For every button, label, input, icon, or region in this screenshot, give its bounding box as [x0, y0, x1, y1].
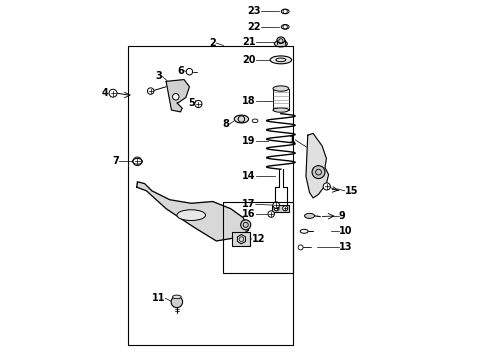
Ellipse shape — [273, 108, 289, 112]
Text: 4: 4 — [101, 88, 108, 98]
Ellipse shape — [270, 56, 292, 64]
Text: 6: 6 — [177, 66, 184, 76]
Text: 16: 16 — [242, 209, 256, 219]
Text: 8: 8 — [222, 120, 229, 129]
Text: 22: 22 — [247, 22, 261, 32]
Circle shape — [186, 68, 193, 75]
Polygon shape — [166, 80, 190, 112]
Circle shape — [109, 89, 117, 97]
Circle shape — [274, 206, 279, 211]
Circle shape — [195, 100, 202, 108]
Bar — [232, 232, 250, 246]
Ellipse shape — [277, 37, 285, 43]
Text: 3: 3 — [155, 71, 162, 81]
Ellipse shape — [172, 295, 181, 299]
Ellipse shape — [304, 213, 315, 219]
Circle shape — [172, 94, 179, 100]
Circle shape — [171, 296, 183, 308]
Circle shape — [133, 157, 142, 166]
Text: 19: 19 — [242, 136, 256, 145]
Bar — [272, 205, 290, 212]
Text: 10: 10 — [339, 226, 352, 236]
Text: 1: 1 — [289, 135, 295, 145]
Ellipse shape — [234, 115, 248, 123]
Bar — [128, 45, 294, 345]
Text: 5: 5 — [188, 98, 195, 108]
Circle shape — [268, 211, 274, 217]
Text: 21: 21 — [242, 37, 256, 47]
Text: 23: 23 — [247, 6, 261, 17]
Ellipse shape — [273, 86, 289, 91]
Circle shape — [147, 88, 154, 94]
Text: 7: 7 — [112, 156, 119, 166]
Text: 13: 13 — [339, 242, 352, 252]
Polygon shape — [237, 234, 245, 244]
Text: 18: 18 — [242, 96, 256, 106]
Text: 9: 9 — [339, 211, 346, 221]
Text: 20: 20 — [242, 55, 256, 65]
Circle shape — [283, 206, 288, 211]
Ellipse shape — [177, 210, 205, 221]
Text: 12: 12 — [251, 234, 265, 244]
Circle shape — [273, 202, 279, 208]
Circle shape — [241, 220, 251, 230]
Polygon shape — [137, 182, 248, 241]
Polygon shape — [306, 134, 329, 198]
Ellipse shape — [274, 41, 287, 47]
Text: 11: 11 — [152, 293, 166, 303]
Circle shape — [312, 166, 325, 179]
Text: 14: 14 — [242, 171, 256, 181]
Text: 2: 2 — [210, 38, 216, 48]
Bar — [223, 202, 294, 273]
Circle shape — [323, 183, 330, 190]
Text: 17: 17 — [242, 199, 256, 210]
Text: 15: 15 — [344, 186, 358, 196]
